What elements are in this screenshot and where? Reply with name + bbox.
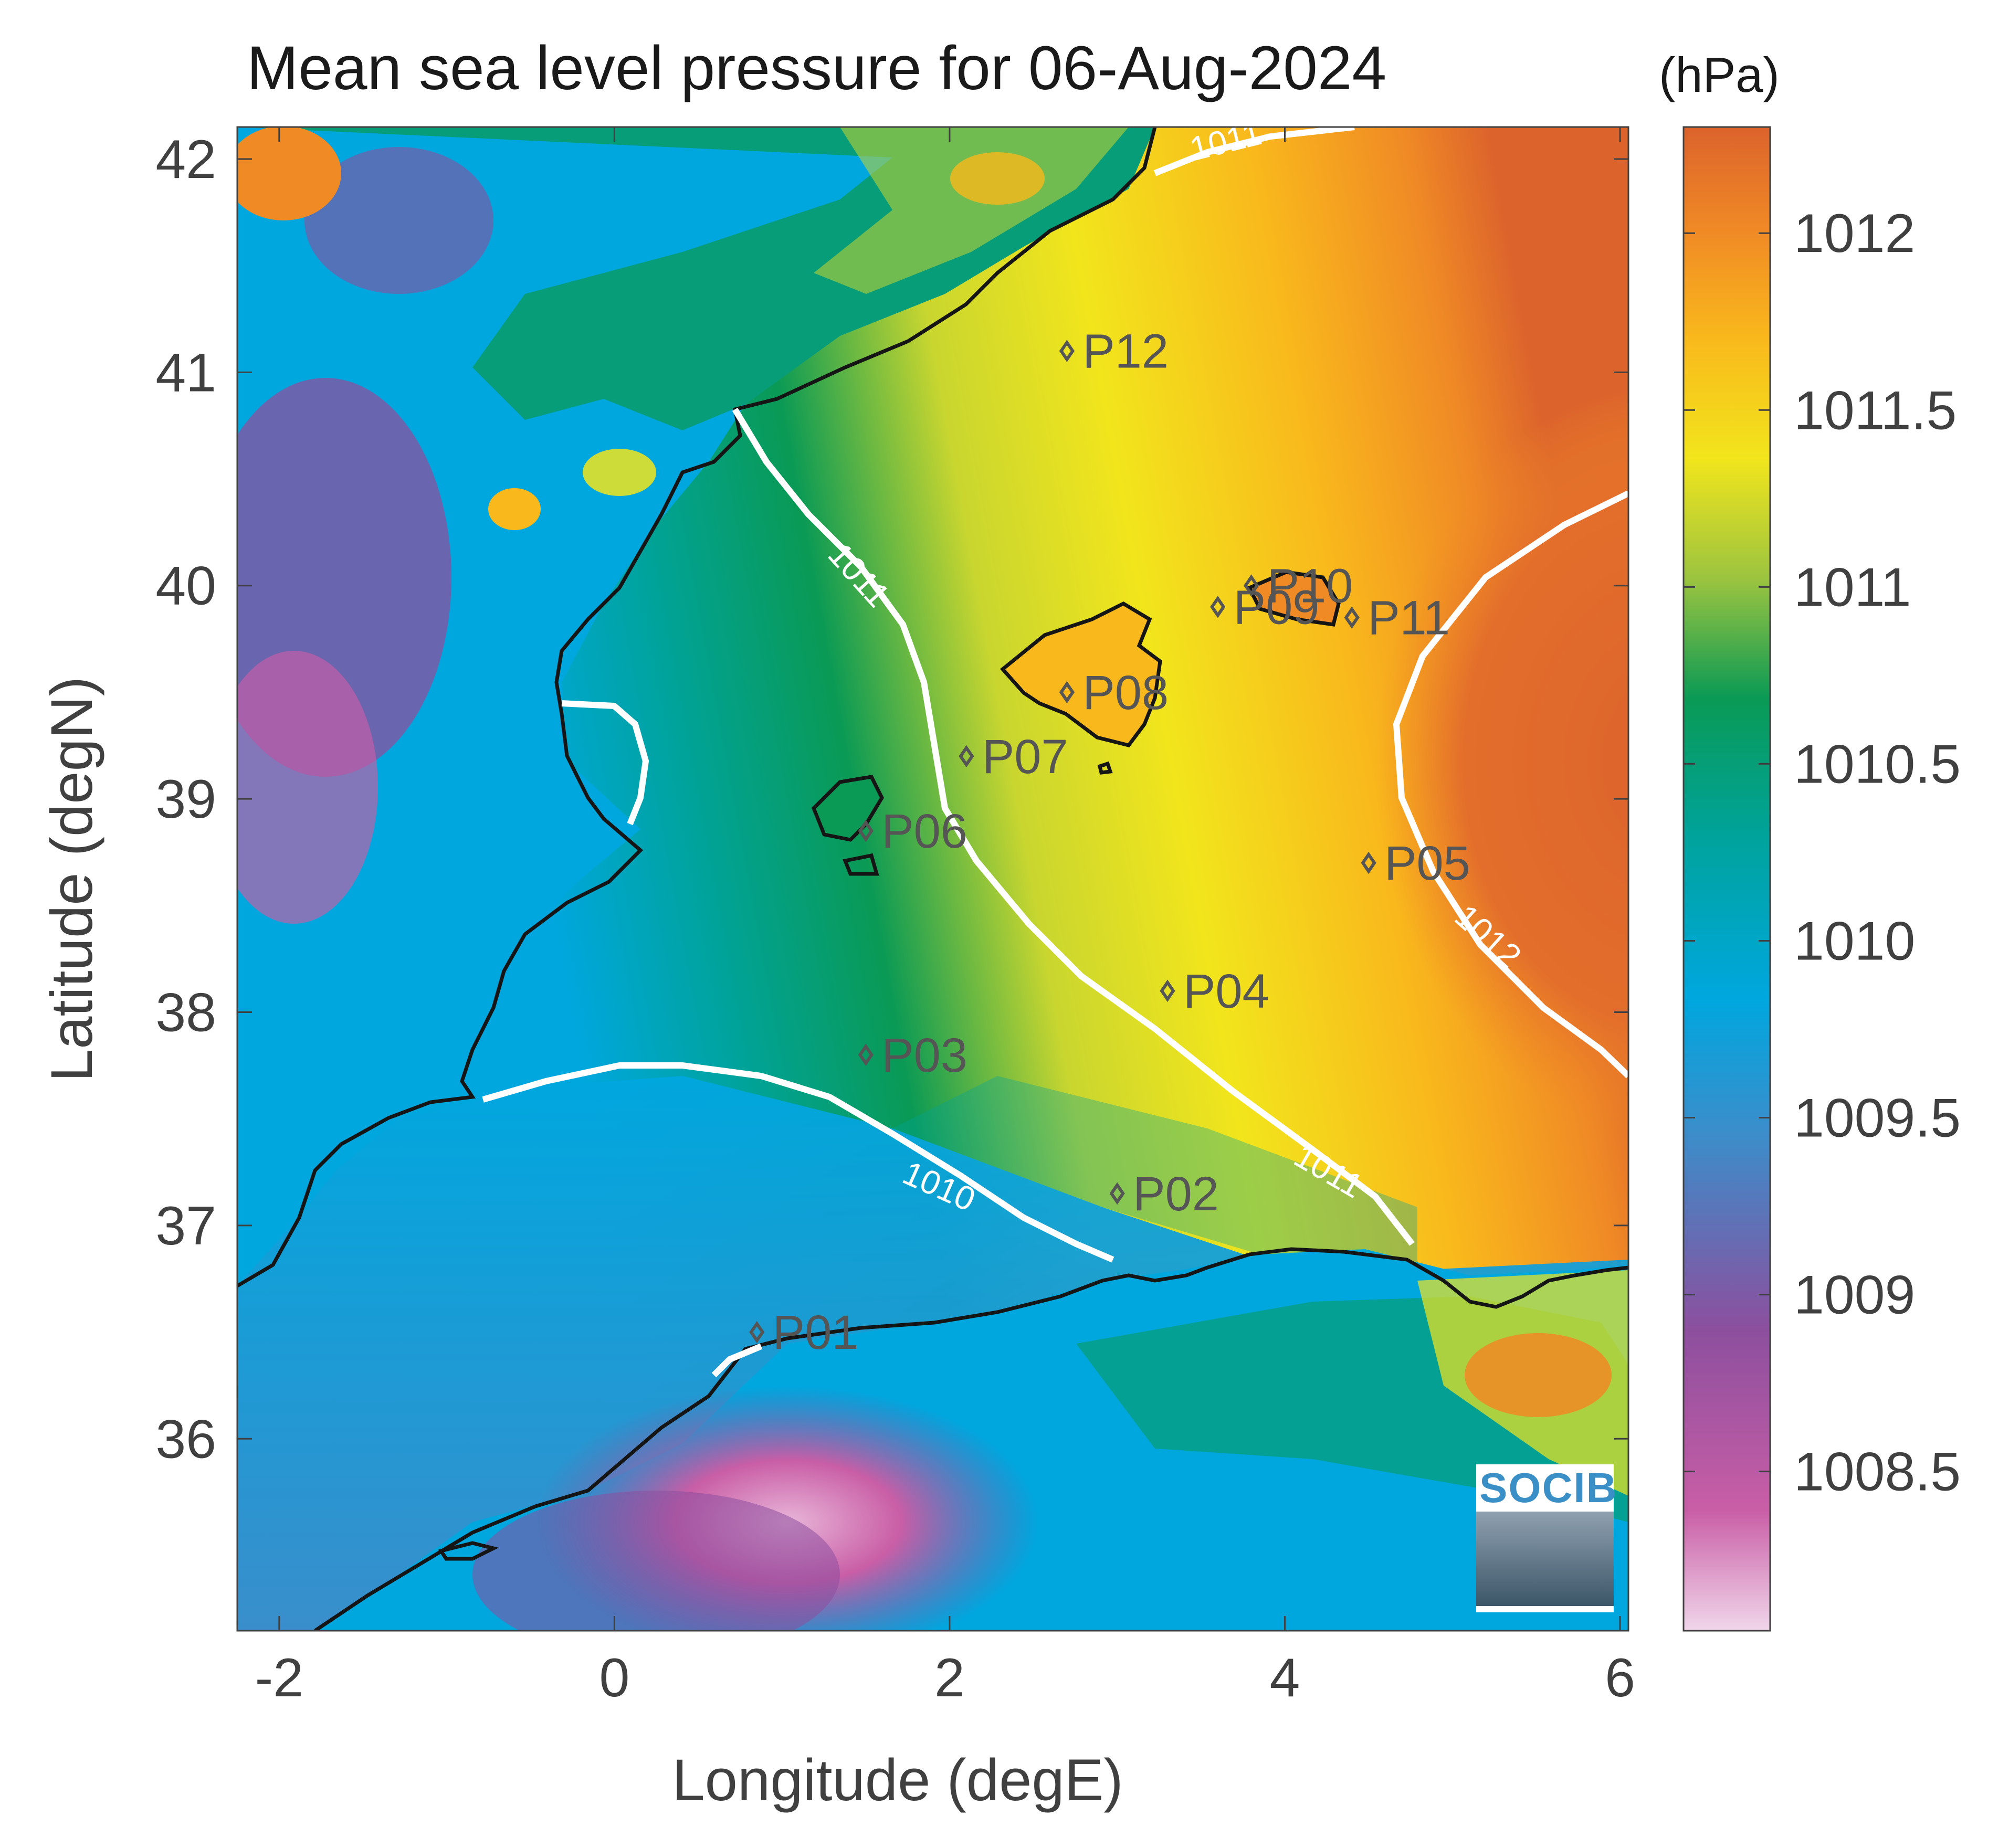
station-label: P07	[982, 730, 1068, 784]
station-point-p03: P03	[858, 1029, 967, 1082]
station-marker	[858, 1043, 874, 1066]
pressure-field-south-blend	[892, 1076, 1417, 1270]
isobar-1010-local	[561, 700, 649, 826]
station-point-p01: P01	[749, 1306, 859, 1359]
socib-logo: SOCIB	[1476, 1464, 1617, 1612]
colorbar-tick-label: 1011.5	[1794, 380, 1957, 441]
y-axis-label: Latitude (degN)	[39, 677, 104, 1082]
station-point-p06: P06	[858, 805, 967, 858]
x-tick-label: 6	[1605, 1648, 1635, 1708]
station-marker	[1059, 340, 1075, 362]
high-pressure-core	[1375, 387, 1628, 1135]
y-axis-ticks: 42 41 40 39 38 37 36	[155, 129, 1628, 1470]
colorbar-tick-label: 1012	[1794, 203, 1915, 264]
x-tick-label: 4	[1270, 1648, 1300, 1708]
land-purple-area-2	[237, 651, 378, 924]
station-point-p10: P10	[1243, 559, 1353, 613]
land-yellow-spot-3	[950, 152, 1045, 205]
colorbar-tick-label: 1010	[1794, 911, 1915, 971]
station-marker	[1243, 574, 1259, 597]
isobar-1011-main	[732, 407, 1415, 1246]
y-tick-label: 42	[155, 129, 216, 190]
station-label: P12	[1082, 325, 1169, 378]
station-label: P11	[1368, 592, 1450, 645]
station-marker	[858, 819, 874, 842]
station-point-p08: P08	[1059, 666, 1169, 720]
colorbar-unit-label: (hPa)	[1659, 47, 1780, 102]
isobar-1010	[482, 1062, 1114, 1263]
x-tick-label: 0	[599, 1648, 629, 1708]
station-label: P05	[1384, 837, 1470, 890]
land-africa-purple-2	[472, 1491, 840, 1631]
colorbar-tick-label: 1011	[1794, 557, 1911, 618]
station-point-p04: P04	[1160, 965, 1269, 1018]
x-axis-ticks: -2 0 2 4 6	[255, 127, 1635, 1708]
coastline-ibiza	[811, 775, 884, 842]
coastline-menorca	[1247, 570, 1341, 627]
x-tick-label: -2	[255, 1648, 303, 1708]
station-point-p05: P05	[1361, 837, 1470, 890]
station-marker	[1109, 1182, 1125, 1205]
station-marker	[1160, 979, 1175, 1002]
station-label: P06	[881, 805, 967, 858]
logo-gradient	[1476, 1512, 1614, 1606]
x-axis-label: Longitude (degE)	[672, 1747, 1123, 1813]
station-marker	[1059, 681, 1075, 704]
coastlines	[237, 127, 1628, 1631]
station-label: P10	[1267, 559, 1353, 613]
land-iberia-ne-yellow	[814, 127, 1129, 294]
y-tick-label: 36	[155, 1409, 216, 1470]
isobars	[482, 127, 1628, 1378]
y-tick-label: 39	[155, 769, 216, 830]
station-marker	[1361, 851, 1376, 874]
colorbar-tick-label: 1009	[1794, 1265, 1915, 1326]
coastline-africa	[314, 1247, 1628, 1631]
coastline-formentera	[843, 853, 879, 876]
station-label: P03	[881, 1029, 967, 1082]
colorbar-tick-label: 1008.5	[1794, 1442, 1961, 1503]
station-marker	[1344, 606, 1360, 629]
station-point-p02: P02	[1109, 1167, 1219, 1221]
colorbar-ticks: 1012 1011.5 1011 1010.5 1010 1009.5 1009 1008.5	[1684, 203, 1961, 1503]
isobar-1012	[1393, 490, 1628, 1079]
land-yellow-spot-2	[583, 449, 656, 496]
station-label: P02	[1133, 1167, 1219, 1221]
land-purple-area-3	[304, 147, 493, 294]
station-marker	[959, 745, 974, 768]
station-point-p07: P07	[959, 730, 1068, 784]
land-orange-corner	[237, 127, 341, 220]
station-marker	[749, 1321, 765, 1344]
coastline-cabrera	[1097, 761, 1113, 775]
plot-frame	[236, 126, 1629, 1632]
y-tick-label: 40	[155, 556, 216, 617]
station-label: P04	[1183, 965, 1269, 1018]
coastline-alboran-island	[438, 1541, 499, 1561]
colorbar	[1682, 126, 1771, 1632]
station-point-p12: P12	[1059, 325, 1169, 378]
y-tick-label: 38	[155, 982, 216, 1043]
station-marker	[1210, 596, 1226, 618]
logo-text: SOCIB	[1479, 1464, 1617, 1511]
colorbar-tick-label: 1010.5	[1794, 734, 1961, 795]
chart-title: Mean sea level pressure for 06-Aug-2024	[247, 34, 1386, 103]
land-africa-orange	[1465, 1333, 1612, 1417]
land-yellow-spot-1	[488, 488, 541, 530]
y-tick-label: 37	[155, 1196, 216, 1256]
colorbar-tick-label: 1009.5	[1794, 1088, 1961, 1149]
isobar-1011-north	[1153, 127, 1355, 176]
coastline-mallorca	[1000, 601, 1162, 747]
isobar-1010-africa	[711, 1343, 763, 1378]
station-label: P08	[1082, 666, 1169, 720]
land-iberia	[237, 127, 1155, 1286]
station-point-p11: P11	[1344, 592, 1450, 645]
station-label: P01	[773, 1306, 859, 1359]
x-tick-label: 2	[934, 1648, 965, 1708]
coastline-iberia	[237, 127, 1157, 1288]
y-tick-label: 41	[155, 342, 216, 403]
